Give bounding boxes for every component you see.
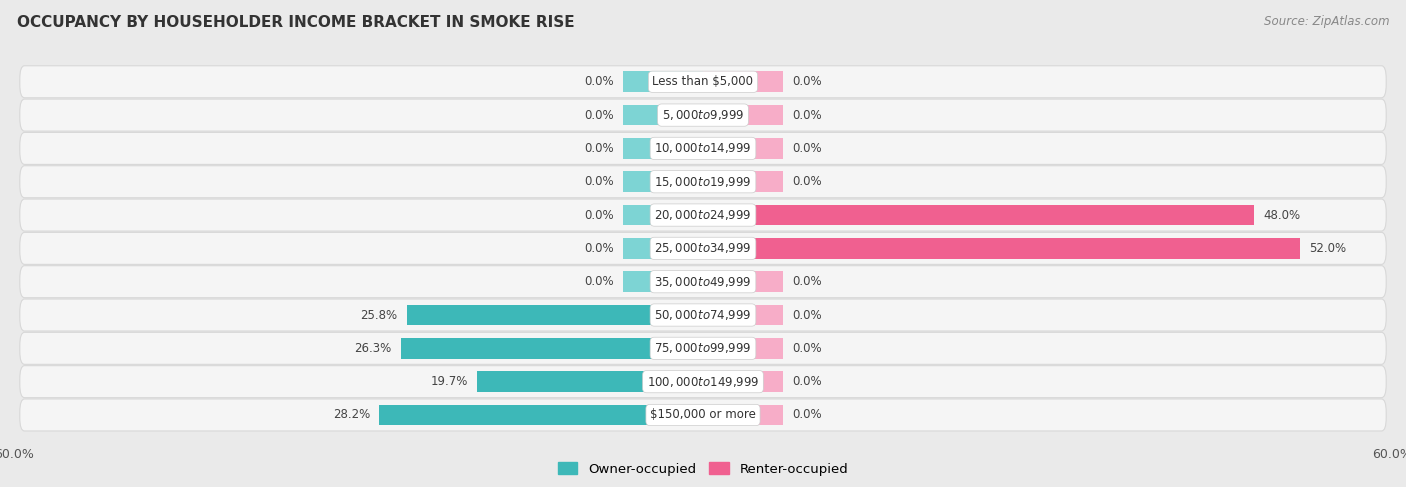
Legend: Owner-occupied, Renter-occupied: Owner-occupied, Renter-occupied xyxy=(553,457,853,481)
Text: 0.0%: 0.0% xyxy=(583,142,613,155)
Bar xyxy=(703,72,783,92)
Text: $15,000 to $19,999: $15,000 to $19,999 xyxy=(654,175,752,189)
Text: 0.0%: 0.0% xyxy=(793,342,823,355)
FancyBboxPatch shape xyxy=(20,232,1386,264)
Bar xyxy=(703,338,783,358)
Bar xyxy=(406,305,703,325)
Text: 26.3%: 26.3% xyxy=(354,342,392,355)
Bar xyxy=(703,105,783,126)
Bar xyxy=(623,171,703,192)
Text: 0.0%: 0.0% xyxy=(583,208,613,222)
Text: $10,000 to $14,999: $10,000 to $14,999 xyxy=(654,141,752,155)
Bar xyxy=(703,371,783,392)
FancyBboxPatch shape xyxy=(20,332,1386,364)
Bar xyxy=(623,72,703,92)
Bar xyxy=(380,405,703,425)
Text: Source: ZipAtlas.com: Source: ZipAtlas.com xyxy=(1264,15,1389,28)
Bar xyxy=(703,405,783,425)
Text: 48.0%: 48.0% xyxy=(1264,208,1301,222)
Text: $100,000 to $149,999: $100,000 to $149,999 xyxy=(647,375,759,389)
Text: OCCUPANCY BY HOUSEHOLDER INCOME BRACKET IN SMOKE RISE: OCCUPANCY BY HOUSEHOLDER INCOME BRACKET … xyxy=(17,15,575,30)
Text: Less than $5,000: Less than $5,000 xyxy=(652,75,754,88)
Text: $150,000 or more: $150,000 or more xyxy=(650,409,756,421)
Text: 19.7%: 19.7% xyxy=(430,375,468,388)
Text: 0.0%: 0.0% xyxy=(793,409,823,421)
Text: 0.0%: 0.0% xyxy=(583,242,613,255)
Bar xyxy=(703,171,783,192)
Bar xyxy=(623,105,703,126)
FancyBboxPatch shape xyxy=(20,99,1386,131)
Bar xyxy=(477,371,703,392)
Text: 25.8%: 25.8% xyxy=(360,308,398,321)
Bar xyxy=(623,205,703,225)
FancyBboxPatch shape xyxy=(20,166,1386,198)
Text: 0.0%: 0.0% xyxy=(793,308,823,321)
Text: 0.0%: 0.0% xyxy=(583,109,613,122)
Text: 0.0%: 0.0% xyxy=(793,175,823,188)
Bar xyxy=(703,205,1254,225)
Text: $25,000 to $34,999: $25,000 to $34,999 xyxy=(654,242,752,255)
Bar xyxy=(401,338,703,358)
Text: 0.0%: 0.0% xyxy=(793,275,823,288)
Text: 28.2%: 28.2% xyxy=(333,409,370,421)
Bar xyxy=(703,138,783,159)
Text: 52.0%: 52.0% xyxy=(1309,242,1347,255)
Text: 0.0%: 0.0% xyxy=(793,142,823,155)
FancyBboxPatch shape xyxy=(20,199,1386,231)
Text: $20,000 to $24,999: $20,000 to $24,999 xyxy=(654,208,752,222)
Text: $75,000 to $99,999: $75,000 to $99,999 xyxy=(654,341,752,356)
FancyBboxPatch shape xyxy=(20,399,1386,431)
Text: $5,000 to $9,999: $5,000 to $9,999 xyxy=(662,108,744,122)
FancyBboxPatch shape xyxy=(20,366,1386,398)
FancyBboxPatch shape xyxy=(20,66,1386,98)
Bar xyxy=(703,305,783,325)
Bar xyxy=(703,238,1301,259)
Text: 0.0%: 0.0% xyxy=(583,275,613,288)
Text: 0.0%: 0.0% xyxy=(793,375,823,388)
Text: $50,000 to $74,999: $50,000 to $74,999 xyxy=(654,308,752,322)
Text: 0.0%: 0.0% xyxy=(793,109,823,122)
Bar xyxy=(703,271,783,292)
FancyBboxPatch shape xyxy=(20,266,1386,298)
Bar xyxy=(623,138,703,159)
Text: 0.0%: 0.0% xyxy=(793,75,823,88)
Bar xyxy=(623,238,703,259)
Text: $35,000 to $49,999: $35,000 to $49,999 xyxy=(654,275,752,289)
FancyBboxPatch shape xyxy=(20,132,1386,165)
Bar xyxy=(623,271,703,292)
Text: 0.0%: 0.0% xyxy=(583,175,613,188)
FancyBboxPatch shape xyxy=(20,299,1386,331)
Text: 0.0%: 0.0% xyxy=(583,75,613,88)
